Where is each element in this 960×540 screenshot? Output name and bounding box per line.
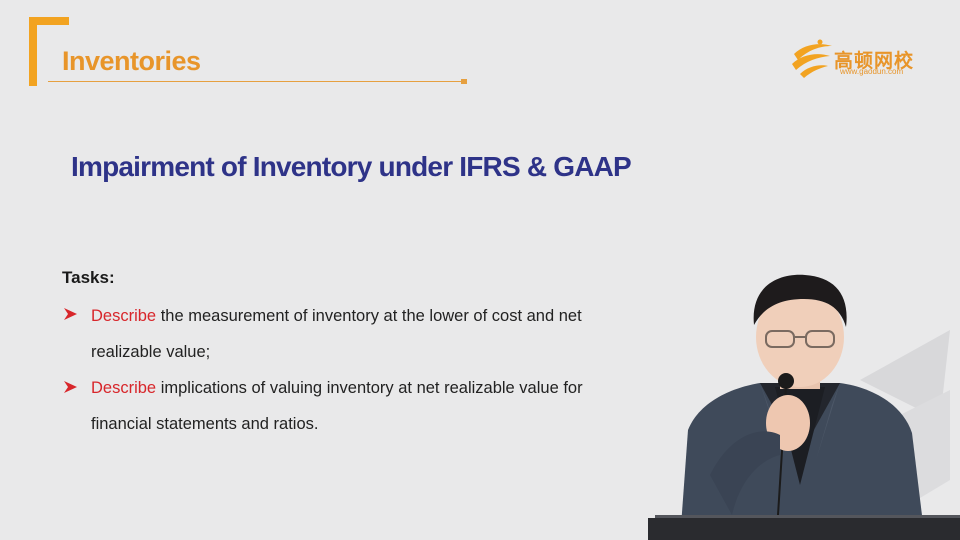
tasks-label: Tasks: bbox=[62, 268, 115, 287]
task-1-verb: Describe bbox=[91, 307, 157, 325]
header-bracket-horizontal bbox=[29, 17, 69, 25]
task-1-text: the measurement of inventory at the lowe… bbox=[156, 307, 582, 325]
task-2-line-1: Describe implications of valuing invento… bbox=[91, 379, 583, 398]
podium bbox=[648, 518, 960, 540]
slide-heading: Impairment of Inventory under IFRS & GAA… bbox=[71, 151, 632, 182]
podium-edge bbox=[655, 515, 960, 519]
bullet-arrow-icon bbox=[64, 308, 77, 320]
header-bracket-vertical bbox=[29, 17, 37, 86]
task-1-line-1: Describe the measurement of inventory at… bbox=[91, 307, 582, 326]
swoosh-logo-icon bbox=[792, 39, 832, 78]
task-2-text: implications of valuing inventory at net… bbox=[156, 379, 583, 397]
bullet-arrow-icon bbox=[64, 381, 77, 393]
section-title: Inventories bbox=[62, 46, 201, 76]
logo-name: 高顿网校 bbox=[834, 51, 915, 72]
header-rule-end bbox=[461, 79, 467, 84]
header-rule bbox=[48, 81, 465, 82]
gaodun-logo: 高顿网校 www.gaodun.com bbox=[790, 38, 920, 80]
logo-url: www.gaodun.com bbox=[840, 67, 904, 76]
task-2-line-2: financial statements and ratios. bbox=[91, 415, 319, 433]
task-2-verb: Describe bbox=[91, 379, 157, 397]
presenter-video bbox=[680, 274, 925, 540]
task-1-line-2: realizable value; bbox=[91, 343, 211, 361]
